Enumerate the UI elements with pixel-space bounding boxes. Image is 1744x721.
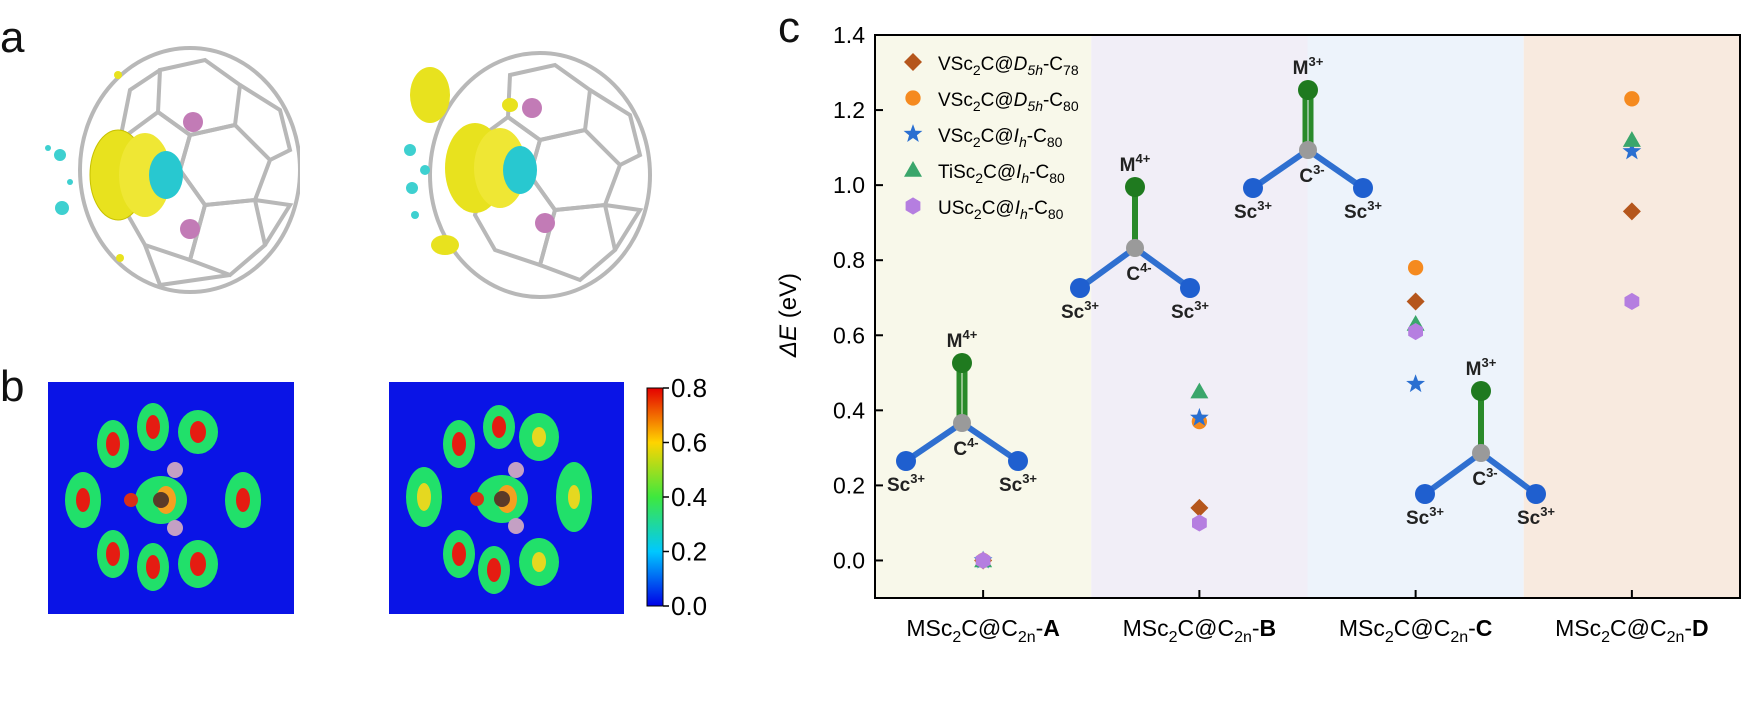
y-tick-label: 0.8 — [833, 247, 865, 273]
metal-atom — [1125, 177, 1145, 197]
colorbar-gradient — [646, 387, 664, 607]
carbon-label: C3- — [1299, 162, 1324, 187]
scandium-label: Sc3+ — [999, 471, 1037, 496]
data-point-hexagon — [1624, 292, 1640, 310]
scandium-atom — [1415, 484, 1435, 504]
y-tick-label: 0.4 — [833, 397, 865, 423]
carbon-atom — [1126, 239, 1144, 257]
data-point-hexagon — [1192, 514, 1207, 532]
legend-entry: VSc2C@Ih-C80 — [938, 126, 1063, 150]
data-point-triangle — [1622, 131, 1641, 147]
plot-frame — [874, 34, 1741, 599]
legend-entry: TiSc2C@Ih-C80 — [938, 162, 1065, 186]
data-point-diamond — [1190, 498, 1209, 517]
metal-label: M4+ — [1120, 151, 1151, 176]
colorbar-tick-label: 0.8 — [671, 378, 707, 403]
scandium-label: Sc3+ — [1344, 198, 1382, 223]
data-point-star — [1406, 374, 1425, 393]
metal-label: M4+ — [947, 327, 978, 352]
y-tick-label: 1.0 — [833, 172, 865, 198]
scandium-label: Sc3+ — [1406, 504, 1444, 529]
molecule-structure-c: M3+ C3- Sc3+ Sc3+ — [1234, 54, 1382, 223]
electron-localization-map-right — [389, 382, 624, 614]
scandium-atom — [1353, 178, 1373, 198]
legend-entry: VSc2C@D5h-C80 — [938, 90, 1079, 114]
scandium-atom — [1180, 278, 1200, 298]
scandium-label: Sc3+ — [887, 471, 925, 496]
scandium-label: Sc3+ — [1171, 298, 1209, 323]
panel-label-b: b — [0, 362, 25, 411]
molecule-structure-b: M4+ C4- Sc3+ Sc3+ — [1061, 151, 1209, 323]
electron-localization-map-left — [48, 382, 294, 614]
colorbar: 0.8 0.6 0.4 0.2 0.0 — [646, 378, 707, 621]
energy-chart: M4+ C4- Sc3+ Sc3+ M4+ C4- Sc3+ Sc3+ M3+ C3- Sc3+ Sc… — [775, 22, 1741, 646]
scandium-label: Sc3+ — [1234, 198, 1272, 223]
scandium-label: Sc3+ — [1061, 298, 1099, 323]
scandium-atom — [1243, 178, 1263, 198]
legend-marker-star — [903, 124, 923, 142]
data-point-star — [1190, 407, 1209, 426]
molecule-structure-d: M3+ C3- Sc3+ Sc3+ — [1406, 355, 1555, 529]
panel-label-a: a — [0, 13, 25, 62]
data-point-triangle — [1190, 382, 1209, 399]
metal-label: M3+ — [1293, 54, 1324, 79]
carbon-label: C3- — [1472, 465, 1497, 490]
metal-atom — [1471, 381, 1491, 401]
data-point-diamond — [1622, 202, 1641, 221]
data-point-circle — [1624, 91, 1640, 107]
category-band — [1523, 35, 1740, 598]
legend-entry: USc2C@Ih-C80 — [938, 198, 1064, 222]
data-point-star — [1622, 141, 1642, 160]
y-tick-label: 1.4 — [833, 22, 865, 48]
carbon-label: C4- — [1126, 260, 1151, 285]
data-point-circle — [1407, 260, 1424, 276]
category-band — [875, 35, 1092, 598]
data-point-hexagon — [1408, 323, 1423, 341]
molecule-structure-a: M4+ C4- Sc3+ Sc3+ — [887, 327, 1037, 496]
scandium-label: Sc3+ — [1517, 504, 1555, 529]
fullerene-spin-density-right — [404, 51, 652, 299]
scandium-atom — [1070, 278, 1090, 298]
metal-atom — [952, 353, 972, 373]
fullerene-spin-density-left — [45, 46, 300, 294]
y-tick-label: 1.2 — [833, 97, 865, 123]
scandium-atom — [896, 451, 916, 471]
x-tick-label: MSc2C@C2n-C — [1339, 615, 1493, 646]
carbon-label: C4- — [953, 435, 978, 460]
legend-entry: VSc2C@D5h-C78 — [938, 54, 1079, 78]
x-tick-label: MSc2C@C2n-A — [906, 615, 1060, 646]
data-point-hexagon — [975, 551, 991, 569]
x-tick-label: MSc2C@C2n-D — [1555, 615, 1709, 646]
carbon-atom — [1472, 444, 1490, 462]
colorbar-tick-label: 0.6 — [671, 428, 707, 458]
legend-marker-triangle — [904, 161, 922, 177]
metal-label: M3+ — [1466, 355, 1497, 380]
colorbar-tick-label: 0.2 — [671, 537, 707, 567]
y-tick-label: 0.0 — [833, 547, 865, 573]
y-tick-label: 0.2 — [833, 472, 865, 498]
legend-marker-diamond — [904, 53, 922, 71]
carbon-atom — [1299, 141, 1317, 159]
carbon-atom — [953, 414, 971, 432]
panel-label-c: c — [778, 3, 800, 52]
colorbar-tick-label: 0.4 — [671, 482, 707, 512]
scandium-atom — [1008, 451, 1028, 471]
data-point-diamond — [1406, 292, 1425, 311]
legend-marker-hexagon — [905, 197, 921, 215]
legend-marker-circle — [905, 90, 921, 106]
y-axis-label: ΔE (eV) — [775, 273, 802, 358]
scandium-atom — [1526, 484, 1546, 504]
colorbar-tick-label: 0.0 — [671, 591, 707, 621]
metal-atom — [1298, 80, 1318, 100]
x-tick-label: MSc2C@C2n-B — [1123, 615, 1277, 646]
y-tick-label: 0.6 — [833, 322, 865, 348]
